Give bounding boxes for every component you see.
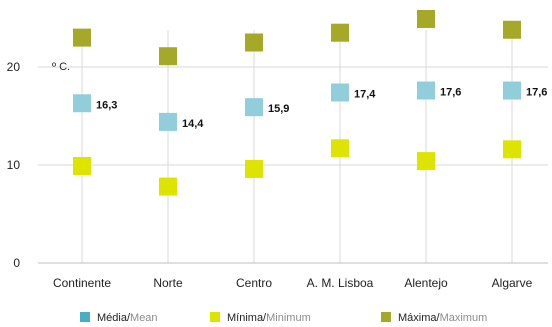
marker-minimum [245, 159, 263, 178]
y-tick-label: 0 [13, 256, 20, 270]
legend-item-mean: Média/Mean [80, 312, 158, 324]
axis-layer: 0 10 20 Continente Norte Centro A. M. Lisboa Al… [7, 60, 548, 290]
y-tick-label: 10 [7, 158, 21, 172]
marker-minimum [159, 177, 177, 196]
y-tick-label: 20 [7, 60, 21, 74]
grid-layer [38, 66, 548, 166]
category-label: Continente [53, 276, 111, 290]
legend-swatch [210, 312, 220, 322]
data-label: 15,9 [268, 103, 289, 115]
category-label: Norte [153, 276, 183, 290]
marker-maximum [331, 23, 349, 42]
marker-minimum [73, 156, 91, 175]
marker-minimum [331, 139, 349, 158]
marker-mean [331, 83, 349, 102]
category-label: Algarve [492, 276, 533, 290]
data-label: 17,6 [526, 87, 547, 99]
marker-mean [159, 112, 177, 131]
marker-mean [503, 81, 521, 100]
marker-maximum [245, 33, 263, 52]
data-label: 14,4 [182, 118, 204, 130]
category-label: Centro [236, 276, 272, 290]
data-label: 16,3 [96, 99, 117, 111]
data-label: 17,6 [440, 87, 461, 99]
legend-swatch [381, 312, 391, 322]
marker-minimum [503, 140, 521, 159]
legend-label: Média/Mean [97, 312, 158, 324]
y-unit-label: º C. [52, 61, 70, 73]
marker-mean [73, 94, 91, 113]
marker-maximum [73, 28, 91, 47]
legend-label: Máxima/Maximum [398, 312, 487, 324]
marker-minimum [417, 152, 435, 171]
marker-layer [73, 9, 521, 196]
category-label: A. M. Lisboa [307, 276, 374, 290]
legend-label: Mínima/Minimum [227, 312, 311, 324]
legend-item-minimum: Mínima/Minimum [210, 312, 311, 324]
marker-maximum [159, 47, 177, 66]
data-label-layer: 16,3 14,4 15,9 17,4 17,6 17,6 [96, 87, 547, 130]
data-label: 17,4 [354, 88, 376, 100]
legend-item-maximum: Máxima/Maximum [381, 312, 487, 324]
legend-swatch [80, 312, 90, 322]
marker-maximum [417, 9, 435, 28]
category-label: Alentejo [404, 276, 448, 290]
legend: Média/Mean Mínima/Minimum Máxima/Maximum [80, 312, 487, 324]
category-stem-layer [81, 30, 513, 263]
marker-mean [417, 81, 435, 100]
marker-mean [245, 98, 263, 117]
marker-maximum [503, 20, 521, 39]
